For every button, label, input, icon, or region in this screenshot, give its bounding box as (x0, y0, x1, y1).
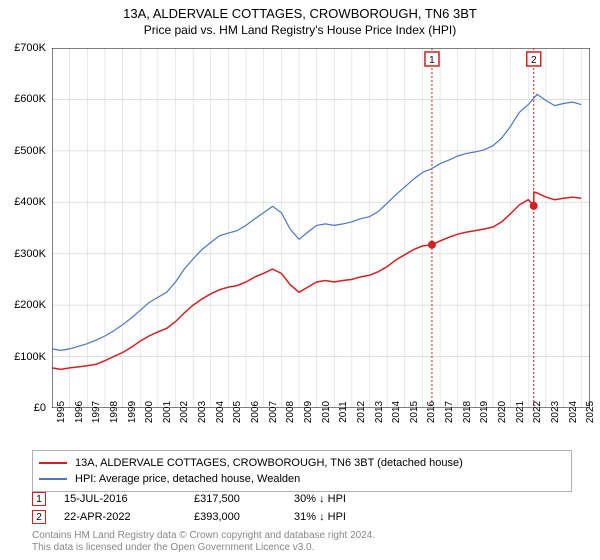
x-tick-label: 2012 (356, 401, 367, 423)
marker-table: 1 15-JUL-2016 £317,500 30% ↓ HPI 2 22-AP… (32, 490, 394, 526)
legend-item: HPI: Average price, detached house, Weal… (39, 471, 565, 487)
svg-text:2: 2 (531, 55, 537, 66)
marker-badge: 1 (32, 492, 46, 506)
x-tick-label: 2020 (497, 401, 508, 423)
chart-svg: 12 (52, 48, 590, 408)
legend: 13A, ALDERVALE COTTAGES, CROWBOROUGH, TN… (32, 450, 572, 492)
x-tick-label: 2002 (179, 401, 190, 423)
x-tick-label: 1999 (127, 401, 138, 423)
x-tick-label: 2013 (374, 401, 385, 423)
x-tick-label: 2018 (462, 401, 473, 423)
x-tick-label: 1996 (74, 401, 85, 423)
x-tick-label: 2005 (232, 401, 243, 423)
marker-price: £393,000 (194, 511, 294, 523)
x-tick-label: 2014 (391, 401, 402, 423)
x-tick-label: 2004 (215, 401, 226, 423)
footer-line: This data is licensed under the Open Gov… (32, 542, 375, 554)
x-tick-label: 2007 (268, 401, 279, 423)
y-tick-label: £500K (14, 145, 46, 157)
y-tick-label: £0 (34, 402, 46, 414)
x-axis: 1995199619971998199920002001200220032004… (52, 408, 590, 448)
legend-swatch (39, 462, 67, 464)
x-tick-label: 2024 (568, 401, 579, 423)
x-tick-label: 1995 (56, 401, 67, 423)
x-tick-label: 2001 (162, 401, 173, 423)
legend-label: HPI: Average price, detached house, Weal… (75, 473, 300, 485)
legend-swatch (39, 478, 67, 480)
marker-badge: 2 (32, 510, 46, 524)
chart-title: 13A, ALDERVALE COTTAGES, CROWBOROUGH, TN… (0, 0, 600, 21)
marker-price: £317,500 (194, 493, 294, 505)
marker-row: 2 22-APR-2022 £393,000 31% ↓ HPI (32, 508, 394, 526)
x-tick-label: 2011 (338, 401, 349, 423)
marker-date: 22-APR-2022 (64, 511, 194, 523)
chart-plot-area: 12 (52, 48, 590, 408)
footer-line: Contains HM Land Registry data © Crown c… (32, 530, 375, 542)
marker-pct: 31% ↓ HPI (294, 511, 394, 523)
marker-date: 15-JUL-2016 (64, 493, 194, 505)
legend-item: 13A, ALDERVALE COTTAGES, CROWBOROUGH, TN… (39, 455, 565, 471)
x-tick-label: 2021 (515, 401, 526, 423)
x-tick-label: 2015 (409, 401, 420, 423)
svg-text:1: 1 (429, 55, 435, 66)
x-tick-label: 2022 (532, 401, 543, 423)
marker-pct: 30% ↓ HPI (294, 493, 394, 505)
x-tick-label: 2003 (197, 401, 208, 423)
legend-label: 13A, ALDERVALE COTTAGES, CROWBOROUGH, TN… (75, 457, 463, 469)
footer-attribution: Contains HM Land Registry data © Crown c… (32, 530, 375, 554)
y-tick-label: £100K (14, 351, 46, 363)
y-tick-label: £600K (14, 93, 46, 105)
marker-row: 1 15-JUL-2016 £317,500 30% ↓ HPI (32, 490, 394, 508)
x-tick-label: 1997 (91, 401, 102, 423)
x-tick-label: 2023 (550, 401, 561, 423)
x-tick-label: 2009 (303, 401, 314, 423)
x-tick-label: 2019 (479, 401, 490, 423)
y-tick-label: £200K (14, 299, 46, 311)
chart-subtitle: Price paid vs. HM Land Registry's House … (0, 21, 600, 37)
x-tick-label: 2025 (585, 401, 596, 423)
y-tick-label: £400K (14, 196, 46, 208)
y-axis: £0£100K£200K£300K£400K£500K£600K£700K (0, 48, 50, 408)
x-tick-label: 2017 (444, 401, 455, 423)
x-tick-label: 2016 (426, 401, 437, 423)
x-tick-label: 2000 (144, 401, 155, 423)
x-tick-label: 1998 (109, 401, 120, 423)
x-tick-label: 2008 (285, 401, 296, 423)
x-tick-label: 2006 (250, 401, 261, 423)
y-tick-label: £300K (14, 248, 46, 260)
x-tick-label: 2010 (321, 401, 332, 423)
y-tick-label: £700K (14, 42, 46, 54)
